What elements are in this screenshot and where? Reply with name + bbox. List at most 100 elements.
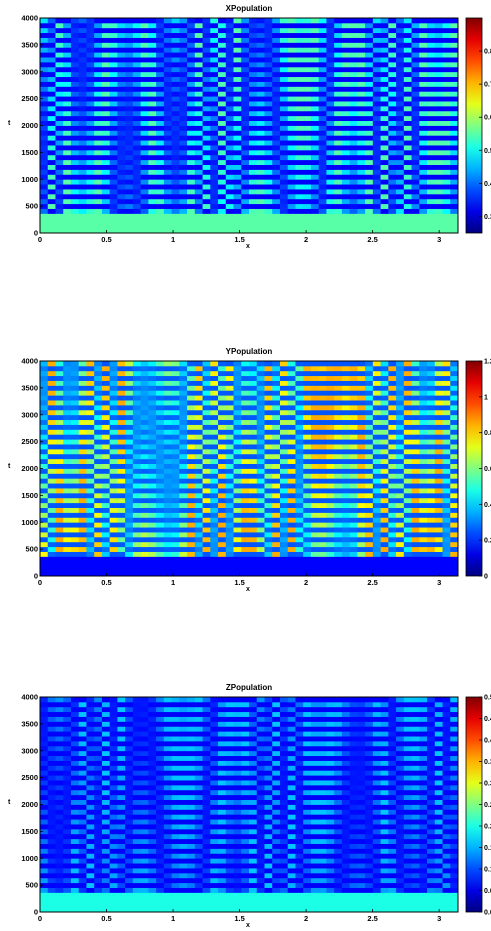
heatmap-cell — [225, 52, 234, 58]
heatmap-cell — [450, 76, 459, 82]
heatmap-cell — [148, 120, 157, 126]
heatmap-cell — [357, 105, 366, 112]
heatmap-cell — [86, 561, 95, 567]
heatmap-cell — [47, 91, 56, 97]
heatmap-cell — [357, 120, 366, 126]
heatmap-cell — [148, 566, 157, 572]
heatmap-cell — [101, 429, 111, 435]
heatmap-cell — [279, 120, 289, 126]
heatmap-cell — [396, 71, 405, 78]
heatmap-cell — [303, 444, 312, 450]
heatmap-cell — [365, 361, 374, 367]
heatmap-cell — [380, 218, 389, 224]
heatmap-cell — [86, 96, 95, 102]
heatmap-cell — [202, 380, 211, 386]
heatmap-cell — [303, 571, 312, 577]
x-tick-label: 3 — [437, 235, 441, 244]
heatmap-cell — [365, 468, 374, 474]
heatmap-cell — [132, 448, 142, 455]
heatmap-cell — [341, 110, 351, 117]
heatmap-cell — [132, 42, 142, 48]
heatmap-cell — [101, 404, 111, 411]
heatmap-cell — [179, 130, 188, 136]
heatmap-cell — [349, 120, 358, 126]
heatmap-cell — [434, 105, 443, 112]
heatmap-cell — [403, 370, 412, 377]
heatmap-cell — [380, 32, 389, 38]
heatmap-cell — [117, 76, 126, 82]
heatmap-cell — [47, 902, 56, 908]
heatmap-cell — [396, 439, 405, 445]
heatmap-cell — [194, 213, 203, 219]
heatmap-cell — [403, 125, 412, 131]
heatmap-cell — [264, 907, 273, 913]
heatmap-cell — [70, 86, 80, 92]
heatmap-cell — [179, 478, 188, 484]
heatmap-cell — [171, 439, 180, 445]
heatmap-cell — [163, 375, 172, 381]
heatmap-cell — [55, 497, 64, 504]
heatmap-cell — [365, 145, 374, 151]
heatmap-cell — [380, 551, 389, 557]
heatmap-cell — [427, 47, 436, 53]
heatmap-cell — [372, 71, 381, 78]
heatmap-cell — [411, 27, 420, 34]
heatmap-cell — [179, 419, 188, 425]
heatmap-cell — [264, 458, 273, 465]
heatmap-cell — [427, 512, 436, 518]
heatmap-cell — [179, 159, 188, 165]
heatmap-cell — [179, 198, 188, 205]
heatmap-cell — [101, 66, 111, 73]
heatmap-cell — [101, 512, 111, 518]
heatmap-cell — [310, 546, 320, 552]
heatmap-cell — [187, 169, 196, 175]
heatmap-cell — [40, 361, 49, 367]
heatmap-cell — [411, 169, 420, 175]
heatmap-cell — [194, 198, 203, 205]
heatmap-cell — [272, 390, 281, 396]
heatmap-cell — [256, 154, 265, 161]
heatmap-cell — [210, 424, 219, 430]
heatmap-cell — [55, 154, 64, 161]
heatmap-cell — [310, 115, 320, 122]
heatmap-cell — [241, 61, 250, 68]
heatmap-cell — [148, 174, 157, 180]
heatmap-cell — [287, 902, 296, 908]
heatmap-cell — [287, 512, 296, 518]
heatmap-cell — [272, 91, 281, 97]
heatmap-cell — [179, 228, 188, 234]
heatmap-cell — [101, 527, 111, 533]
heatmap-cell — [349, 193, 358, 200]
heatmap-cell — [233, 497, 242, 504]
heatmap-cell — [249, 47, 258, 53]
heatmap-cell — [194, 125, 203, 131]
heatmap-cell — [132, 179, 142, 185]
heatmap-cell — [334, 115, 343, 122]
heatmap-cell — [109, 22, 118, 29]
heatmap-cell — [372, 458, 381, 465]
heatmap-cell — [264, 193, 273, 200]
heatmap-cell — [86, 164, 95, 170]
heatmap-cell — [63, 189, 72, 195]
heatmap-cell — [357, 208, 366, 214]
heatmap-cell — [225, 385, 234, 391]
heatmap-cell — [310, 27, 320, 34]
y-axis-label: t — [8, 463, 11, 470]
heatmap-cell — [249, 125, 258, 131]
heatmap-cell — [225, 527, 234, 533]
heatmap-cell — [63, 512, 72, 518]
heatmap-cell — [132, 198, 142, 205]
heatmap-cell — [101, 370, 111, 377]
heatmap-cell — [218, 164, 227, 170]
heatmap-cell — [233, 439, 242, 445]
heatmap-cell — [156, 179, 165, 185]
heatmap-cell — [318, 149, 327, 156]
heatmap-cell — [40, 115, 49, 122]
heatmap-cell — [241, 424, 250, 430]
heatmap-cell — [233, 453, 242, 460]
heatmap-cell — [233, 42, 242, 48]
heatmap-cell — [194, 120, 203, 126]
heatmap-cell — [357, 541, 366, 548]
heatmap-cell — [63, 120, 72, 126]
heatmap-cell — [341, 458, 351, 465]
